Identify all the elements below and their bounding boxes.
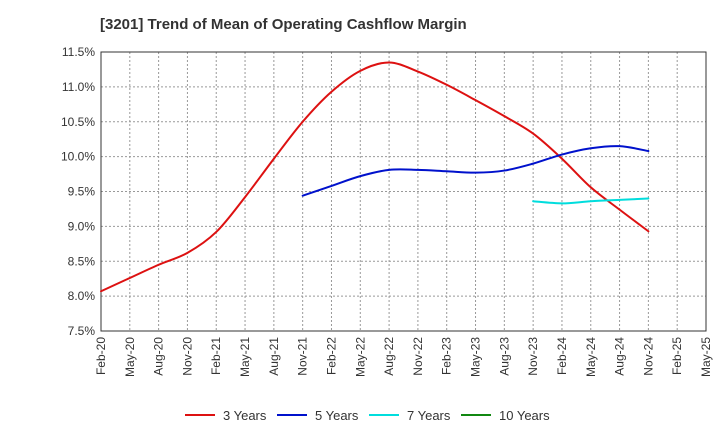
x-tick-label: Aug-20 <box>152 337 166 376</box>
x-tick-label: Nov-20 <box>180 337 194 376</box>
x-tick-label: Nov-24 <box>641 337 655 376</box>
y-tick-label: 9.0% <box>68 219 96 233</box>
x-tick-label: Feb-24 <box>555 337 569 375</box>
x-tick-label: May-21 <box>238 337 252 377</box>
x-tick-label: Aug-21 <box>267 337 281 376</box>
y-tick-label: 10.0% <box>61 150 95 164</box>
y-tick-label: 7.5% <box>68 324 96 338</box>
legend-label-3-years: 3 Years <box>223 408 267 423</box>
y-tick-label: 11.0% <box>62 80 95 94</box>
series-line-7-years <box>532 197 650 205</box>
x-tick-label: May-24 <box>584 337 598 377</box>
x-tick-label: Nov-22 <box>411 337 425 376</box>
x-tick-label: Feb-23 <box>440 337 454 375</box>
x-tick-label: May-25 <box>699 337 713 377</box>
y-tick-label: 10.5% <box>61 115 95 129</box>
y-tick-label: 8.5% <box>68 254 96 268</box>
x-tick-label: Aug-23 <box>497 337 511 376</box>
legend: 3 Years 5 Years 7 Years 10 Years <box>185 408 550 423</box>
x-tick-label: Aug-22 <box>382 337 396 376</box>
plot-frame <box>100 51 707 332</box>
legend-label-10-years: 10 Years <box>499 408 550 423</box>
chart-title: [3201] Trend of Mean of Operating Cashfl… <box>100 16 467 33</box>
x-tick-label: Feb-22 <box>324 337 338 375</box>
legend-label-5-years: 5 Years <box>315 408 359 423</box>
legend-label-7-years: 7 Years <box>407 408 451 423</box>
y-tick-label: 11.5% <box>62 45 95 59</box>
x-tick-label: Feb-25 <box>670 337 684 375</box>
x-tick-label: May-22 <box>353 337 367 377</box>
grid <box>101 52 706 331</box>
x-tick-label: Nov-21 <box>296 337 310 376</box>
series-lines <box>100 61 650 293</box>
axes: 7.5% 8.0% 8.5% 9.0% 9.5% 10.0% 10.5% 11.0% 11.5%… <box>61 45 713 377</box>
series-line-5-years <box>301 145 650 197</box>
y-tick-label: 8.0% <box>68 289 96 303</box>
x-tick-label: Aug-24 <box>613 337 627 376</box>
y-tick-label: 9.5% <box>68 185 96 199</box>
x-tick-label: May-20 <box>123 337 137 377</box>
x-tick-label: Nov-23 <box>526 337 540 376</box>
x-tick-label: Feb-20 <box>94 337 108 375</box>
x-tick-label: May-23 <box>469 337 483 377</box>
x-tick-label: Feb-21 <box>209 337 223 375</box>
series-line-3-years <box>100 61 650 293</box>
